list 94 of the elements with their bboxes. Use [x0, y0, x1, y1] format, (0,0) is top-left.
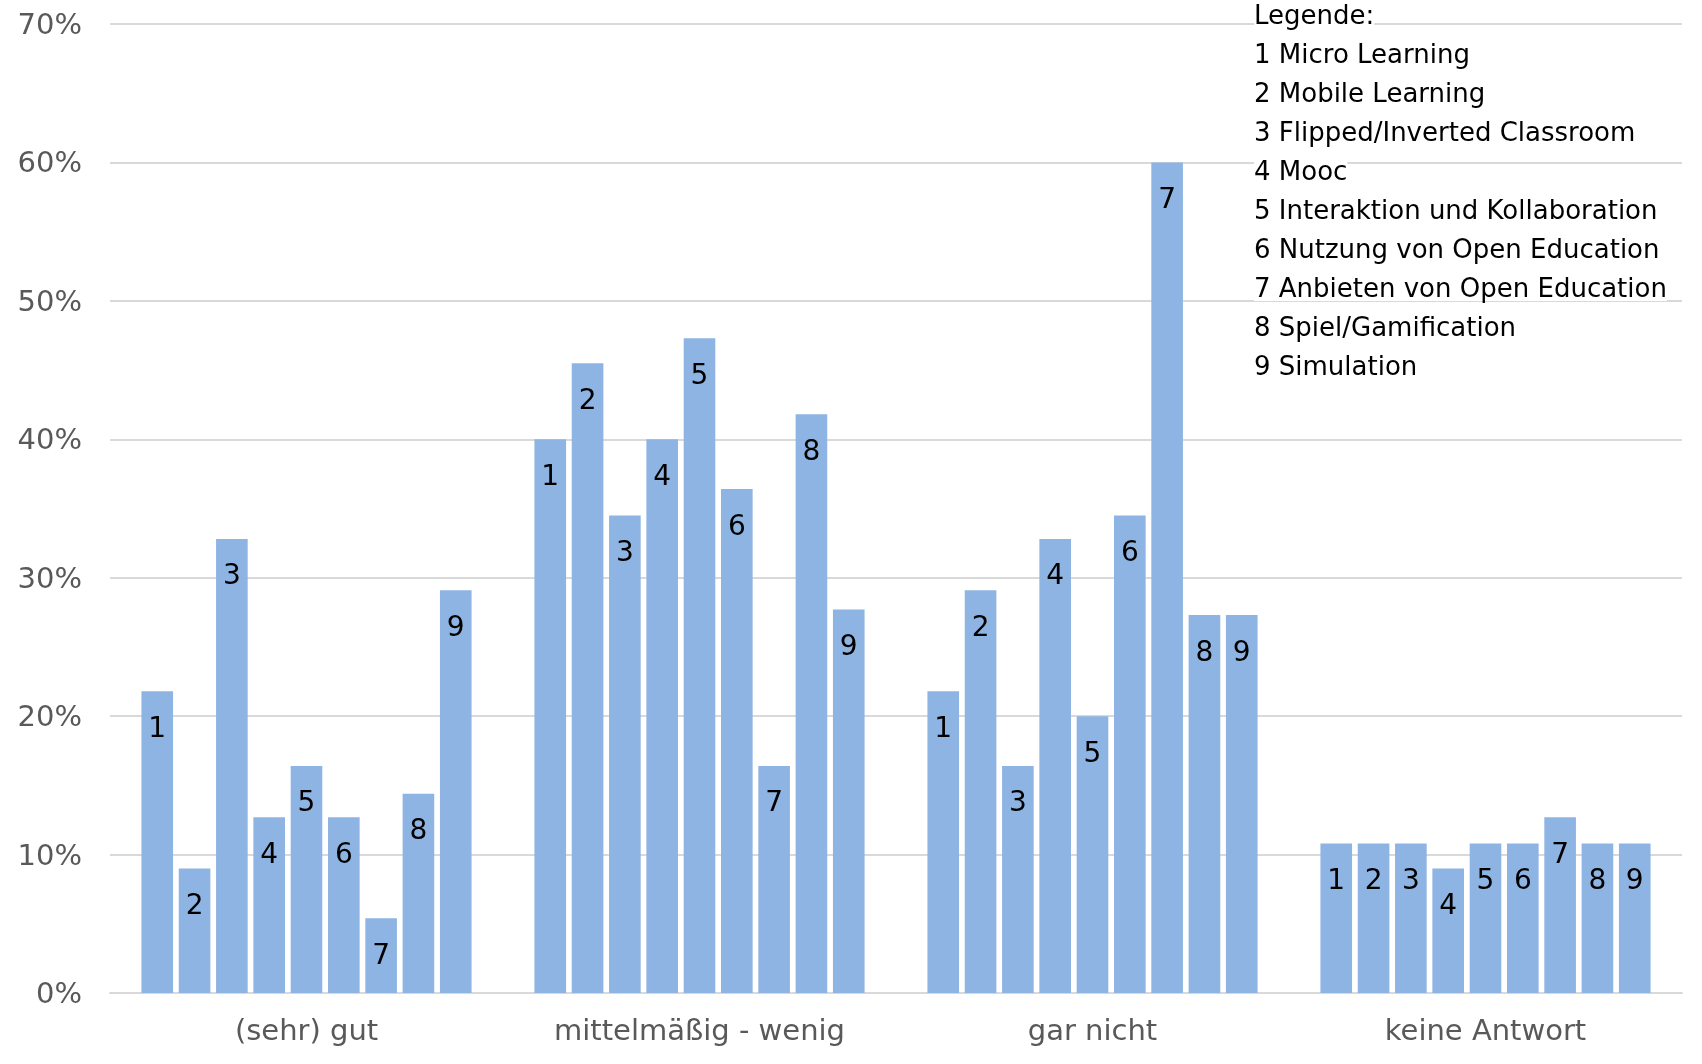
bar: [290, 765, 323, 993]
bar: [571, 363, 604, 993]
text: 8: [1588, 863, 1607, 896]
text: 7: [1158, 181, 1177, 215]
annotation: 4 Mooc: [1254, 156, 1348, 186]
bar: [646, 439, 678, 993]
text: 5: [1476, 863, 1495, 896]
bar: [216, 538, 248, 993]
text: 7: [1551, 836, 1570, 870]
bar: [534, 439, 567, 993]
text: 3: [615, 534, 634, 568]
text: 8: [802, 433, 821, 467]
text: 9: [446, 609, 465, 643]
x-tick-label: keine Antwort: [1384, 1012, 1587, 1047]
bar: [1320, 843, 1353, 993]
annotation: 8 Spiel/Gamification: [1254, 312, 1517, 342]
bar: [964, 590, 997, 993]
bar: [1432, 868, 1464, 993]
text: 2: [578, 382, 597, 416]
y-tick-label: 40%: [17, 422, 82, 457]
annotation: 3 Flipped/Inverted Classroom: [1254, 117, 1636, 147]
text: 2: [971, 609, 990, 643]
bar: [253, 817, 285, 993]
text: 6: [727, 508, 746, 542]
series-label: 2: [1364, 863, 1383, 896]
bar: [328, 817, 360, 993]
y-tick-label: 20%: [17, 699, 82, 734]
bar: [439, 590, 472, 993]
series-label: 6: [1120, 534, 1139, 568]
y-tick-label: 60%: [17, 145, 82, 180]
bar: [832, 609, 865, 993]
series-label: 7: [372, 937, 391, 971]
bar: [795, 414, 828, 993]
annotation: 9 Simulation: [1254, 351, 1418, 381]
bar: [1469, 843, 1502, 993]
x-tick-label: (sehr) gut: [234, 1012, 379, 1047]
text: 4: [260, 836, 279, 870]
bar: [1076, 716, 1109, 993]
bar: [178, 868, 211, 993]
bar: [402, 793, 435, 993]
bar: [683, 338, 716, 993]
text: 5: [690, 357, 709, 391]
series-label: 8: [1195, 634, 1214, 668]
series-label: 3: [222, 558, 241, 592]
text: 9: [1625, 863, 1644, 896]
annotation: 1 Micro Learning: [1254, 39, 1470, 69]
bar: [927, 691, 960, 993]
bar: [758, 765, 790, 993]
series-label: 4: [1046, 558, 1065, 592]
text: 1: [148, 710, 167, 744]
annotation: 6 Nutzung von Open Education: [1254, 234, 1660, 264]
y-tick-label: 0%: [35, 976, 82, 1010]
series-label: 1: [1327, 863, 1346, 896]
bar: [609, 515, 641, 993]
series-label: 9: [1232, 634, 1251, 668]
text: 3: [1008, 785, 1027, 819]
x-tick-label: gar nicht: [1027, 1012, 1158, 1047]
text: 3: [1401, 863, 1420, 896]
bar: [1581, 843, 1614, 993]
y-tick-label: 50%: [17, 283, 82, 318]
bar: [1188, 615, 1221, 993]
text: 4: [1439, 887, 1458, 921]
bar: [1039, 538, 1071, 993]
bar: [1225, 615, 1258, 993]
text: 8: [409, 813, 428, 847]
bar: [1357, 843, 1390, 993]
series-label: 5: [1083, 735, 1102, 769]
bar: [365, 918, 397, 993]
text: 1: [541, 458, 560, 492]
bar: [1151, 162, 1183, 993]
x-tick-label: mittelmäßig - wenig: [553, 1012, 846, 1047]
text: 1: [934, 710, 953, 744]
bar: [1395, 843, 1427, 993]
annotation: 7 Anbieten von Open Education: [1254, 273, 1667, 303]
bar: [1507, 843, 1539, 993]
text: 9: [839, 629, 858, 663]
text: 6: [334, 836, 353, 870]
annotation: 2 Mobile Learning: [1254, 78, 1486, 108]
bar: [1114, 515, 1146, 993]
bar: [721, 489, 753, 993]
text: 6: [1513, 863, 1532, 896]
y-tick-label: 30%: [17, 560, 82, 595]
text: 4: [653, 458, 672, 492]
y-tick-label: 10%: [17, 837, 82, 872]
text: 7: [765, 785, 784, 819]
text: 5: [297, 785, 316, 819]
bar: [1544, 817, 1576, 993]
annotation: Legende:: [1254, 0, 1375, 30]
annotation: 5 Interaktion und Kollaboration: [1254, 195, 1658, 225]
bar: [1002, 765, 1034, 993]
text: 2: [185, 887, 204, 921]
bar: [1618, 843, 1651, 993]
y-tick-label: 70%: [17, 7, 82, 41]
bar: [141, 691, 174, 993]
